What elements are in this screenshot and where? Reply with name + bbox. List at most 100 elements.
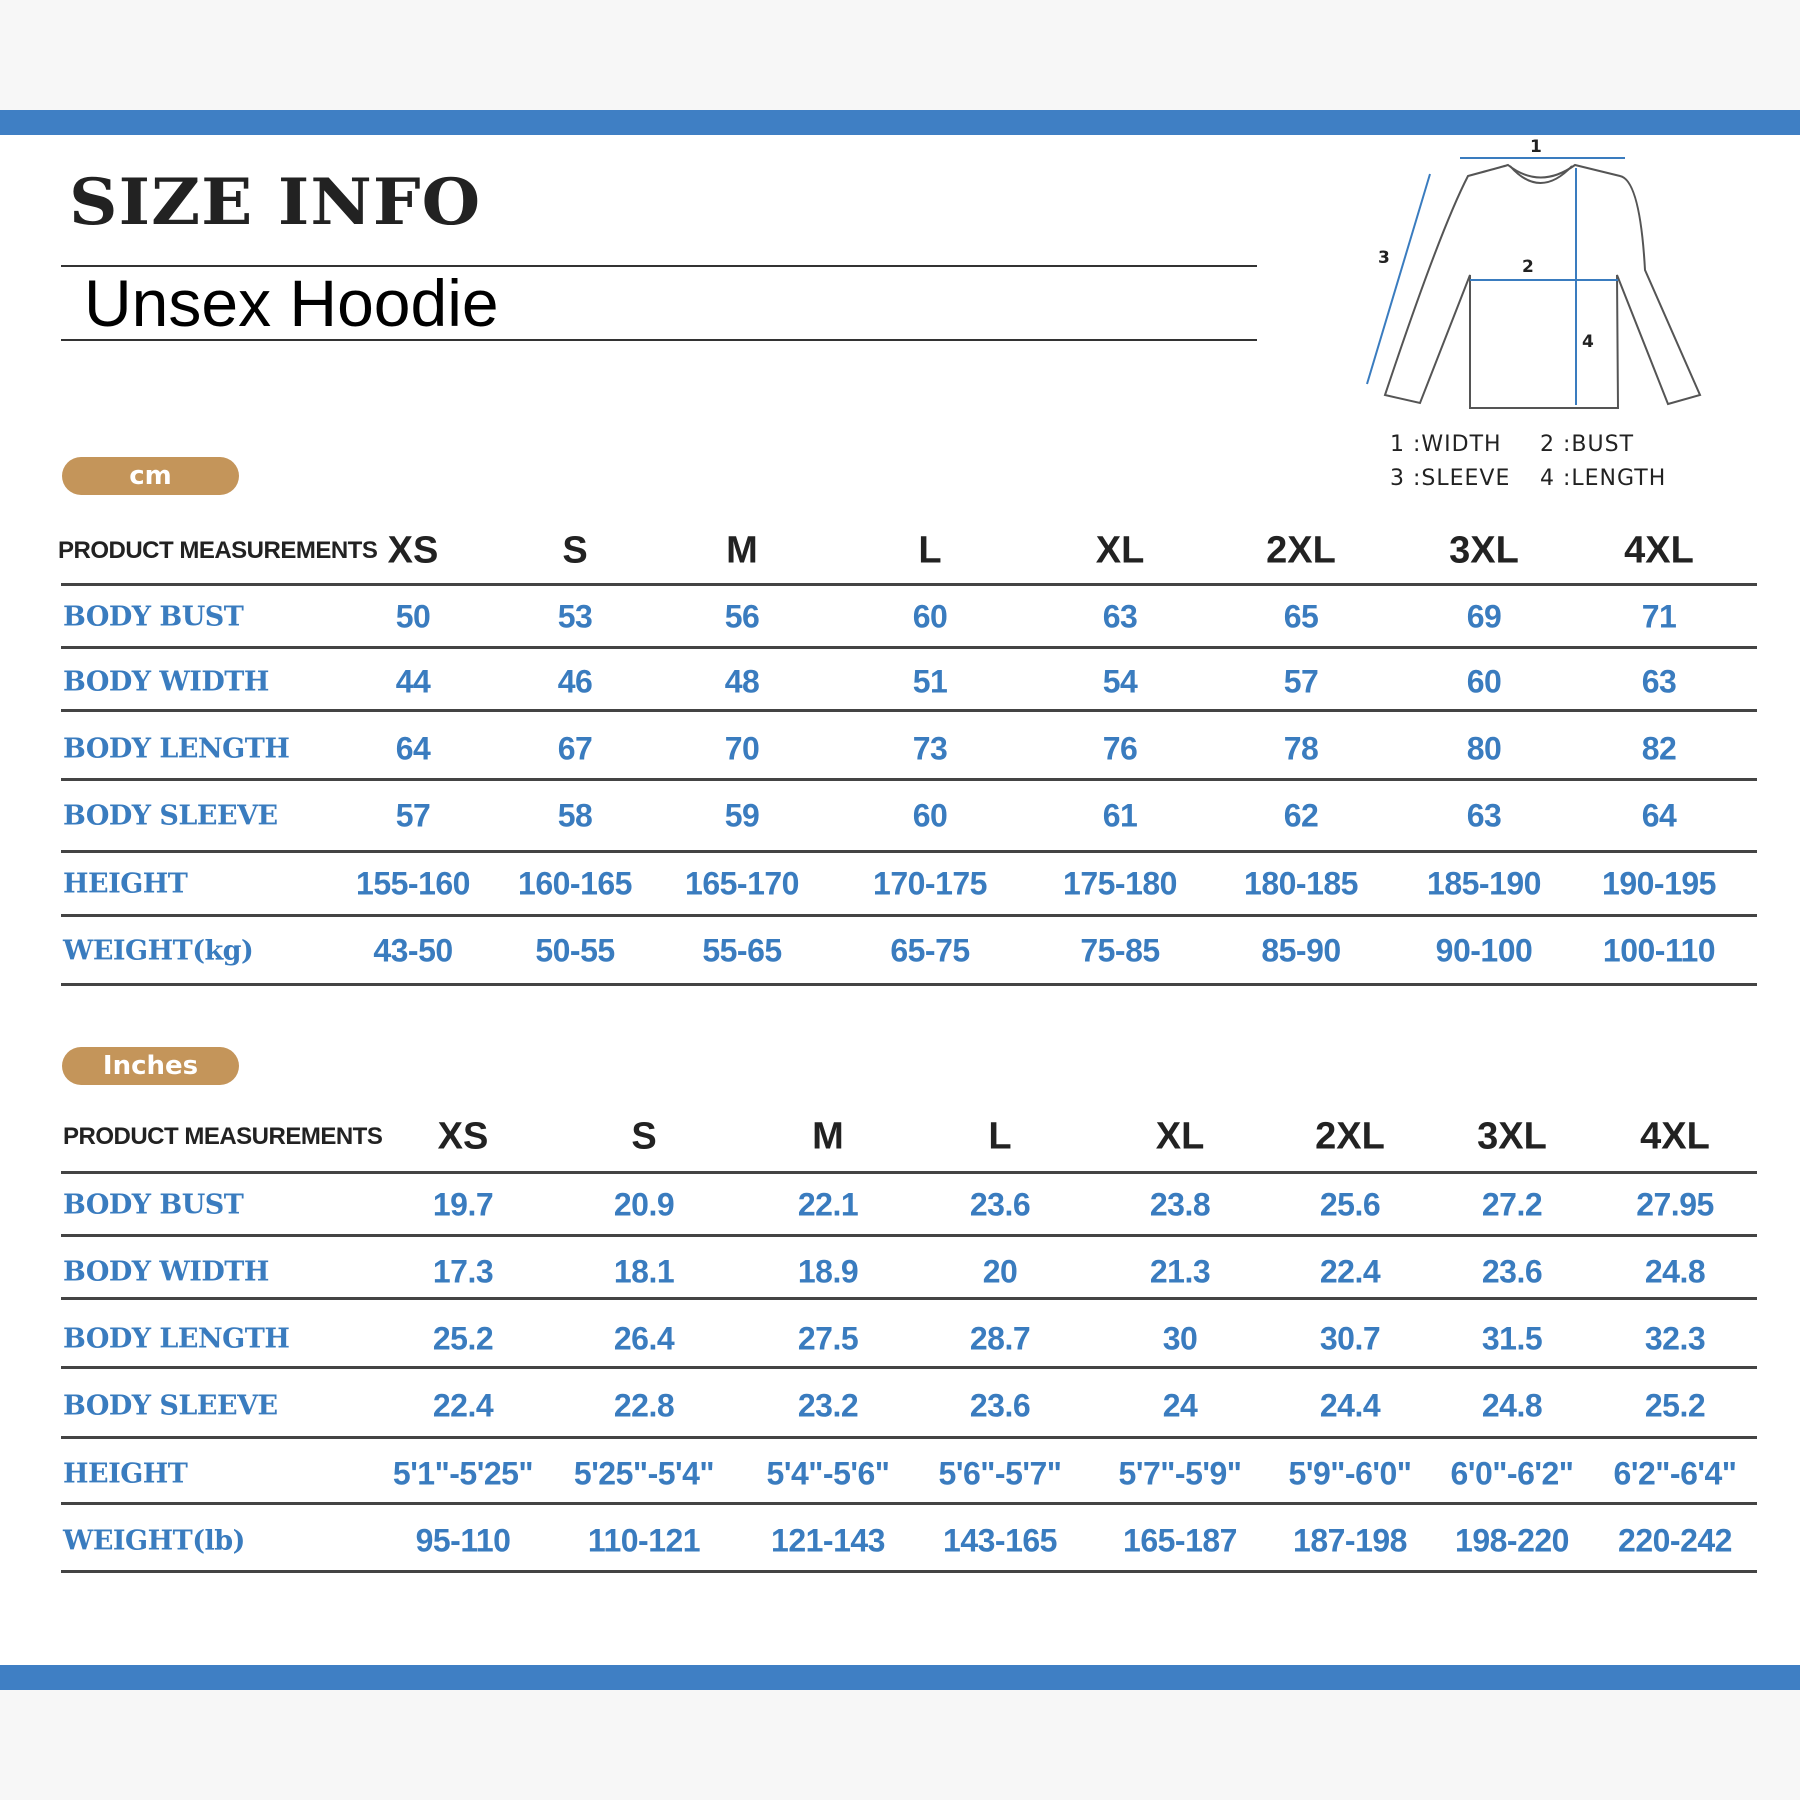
table-cell: 60 — [912, 797, 948, 834]
table-cell: 57 — [395, 797, 431, 834]
table-cell: 64 — [1641, 797, 1677, 834]
table-cell: 31.5 — [1481, 1320, 1543, 1357]
table-cell: 25.2 — [1644, 1387, 1706, 1424]
column-header-size: M — [726, 529, 758, 572]
table-rule — [61, 709, 1757, 712]
table-cell: 90-100 — [1435, 932, 1533, 969]
top-accent-bar — [0, 110, 1800, 135]
table-cell: 82 — [1641, 730, 1677, 767]
row-label: BODY LENGTH — [63, 733, 290, 765]
table-cell: 23.6 — [1481, 1253, 1543, 1290]
table-cell: 190-195 — [1602, 865, 1716, 902]
table-cell: 25.2 — [432, 1320, 494, 1357]
table-cell: 26.4 — [613, 1320, 675, 1357]
unit-badge-cm: cm — [62, 457, 239, 495]
product-subtitle: Unsex Hoodie — [84, 266, 499, 340]
table-cell: 22.1 — [797, 1186, 859, 1223]
table-cell: 185-190 — [1427, 865, 1541, 902]
table-cell: 170-175 — [873, 865, 987, 902]
table-cell: 27.95 — [1636, 1186, 1714, 1223]
table-cell: 24.8 — [1644, 1253, 1706, 1290]
table-cell: 44 — [395, 663, 431, 700]
row-label: BODY BUST — [63, 601, 244, 633]
table-cell: 24 — [1162, 1387, 1198, 1424]
table-rule — [61, 1297, 1757, 1300]
table-cell: 53 — [557, 598, 593, 635]
legend-width: 1 :WIDTH — [1390, 432, 1502, 457]
long-sleeve-shirt-measurement-diagram-icon: 1 2 3 4 — [1366, 137, 1702, 409]
table-cell: 20 — [982, 1253, 1018, 1290]
row-label: BODY WIDTH — [63, 1256, 269, 1288]
table-cell: 110-121 — [587, 1522, 701, 1559]
diagram-marker-1: 1 — [1530, 137, 1542, 157]
table-cell: 70 — [724, 730, 760, 767]
table-cell: 65 — [1283, 598, 1319, 635]
column-header-size: XS — [387, 529, 439, 572]
table-cell: 23.6 — [969, 1387, 1031, 1424]
row-label: HEIGHT — [63, 1458, 188, 1490]
table-rule — [61, 1570, 1757, 1573]
column-header-size: XS — [437, 1115, 489, 1158]
table-cell: 5'1"-5'25" — [392, 1455, 534, 1492]
table-rule — [61, 1436, 1757, 1439]
row-label: BODY SLEEVE — [63, 800, 278, 832]
table-cell: 56 — [724, 598, 760, 635]
table-cell: 65-75 — [890, 932, 970, 969]
table-cell: 18.1 — [613, 1253, 675, 1290]
legend-bust: 2 :BUST — [1540, 432, 1635, 457]
table-cell: 63 — [1641, 663, 1677, 700]
table-cell: 62 — [1283, 797, 1319, 834]
table-rule — [61, 583, 1757, 586]
table-cell: 95-110 — [415, 1522, 511, 1559]
table-cell: 21.3 — [1149, 1253, 1211, 1290]
table-cell: 50 — [395, 598, 431, 635]
table-cell: 155-160 — [356, 865, 470, 902]
table-cell: 160-165 — [518, 865, 632, 902]
diagram-marker-3: 3 — [1378, 248, 1390, 268]
table-cell: 165-170 — [685, 865, 799, 902]
table-cell: 64 — [395, 730, 431, 767]
table-cell: 5'7"-5'9" — [1118, 1455, 1242, 1492]
divider — [61, 265, 1257, 267]
table-cell: 23.8 — [1149, 1186, 1211, 1223]
table-cell: 60 — [912, 598, 948, 635]
table-cell: 50-55 — [535, 932, 615, 969]
column-header-size: 3XL — [1449, 529, 1519, 572]
table-cell: 63 — [1102, 598, 1138, 635]
row-label: WEIGHT(kg) — [63, 935, 254, 967]
table-cell: 18.9 — [797, 1253, 859, 1290]
table-cell: 46 — [557, 663, 593, 700]
table-cell: 5'6"-5'7" — [938, 1455, 1062, 1492]
column-header-size: S — [562, 529, 588, 572]
table-cell: 187-198 — [1293, 1522, 1407, 1559]
table-cell: 24.8 — [1481, 1387, 1543, 1424]
column-header-size: L — [988, 1115, 1012, 1158]
table-cell: 73 — [912, 730, 948, 767]
table-cell: 20.9 — [613, 1186, 675, 1223]
table-cell: 100-110 — [1602, 932, 1716, 969]
divider — [61, 339, 1257, 341]
table-cell: 71 — [1641, 598, 1677, 635]
table-cell: 43-50 — [373, 932, 453, 969]
table-cell: 6'2"-6'4" — [1613, 1455, 1737, 1492]
column-header-size: 2XL — [1266, 529, 1336, 572]
table-cell: 198-220 — [1455, 1522, 1569, 1559]
table-cell: 58 — [557, 797, 593, 834]
table-rule — [61, 983, 1757, 986]
page-title: SIZE INFO — [69, 165, 482, 240]
table-cell: 60 — [1466, 663, 1502, 700]
table-rule — [61, 1502, 1757, 1505]
table-cell: 51 — [912, 663, 948, 700]
table-rule — [61, 1366, 1757, 1369]
diagram-marker-4: 4 — [1582, 332, 1594, 352]
column-header-size: 2XL — [1315, 1115, 1385, 1158]
table-cell: 67 — [557, 730, 593, 767]
table-cell: 17.3 — [432, 1253, 494, 1290]
table-cell: 76 — [1102, 730, 1138, 767]
row-label: BODY BUST — [63, 1189, 244, 1221]
table-cell: 30 — [1162, 1320, 1198, 1357]
column-header-size: L — [918, 529, 942, 572]
table-cell: 27.5 — [797, 1320, 859, 1357]
unit-badge-inches: Inches — [62, 1047, 239, 1085]
table-cell: 121-143 — [771, 1522, 885, 1559]
